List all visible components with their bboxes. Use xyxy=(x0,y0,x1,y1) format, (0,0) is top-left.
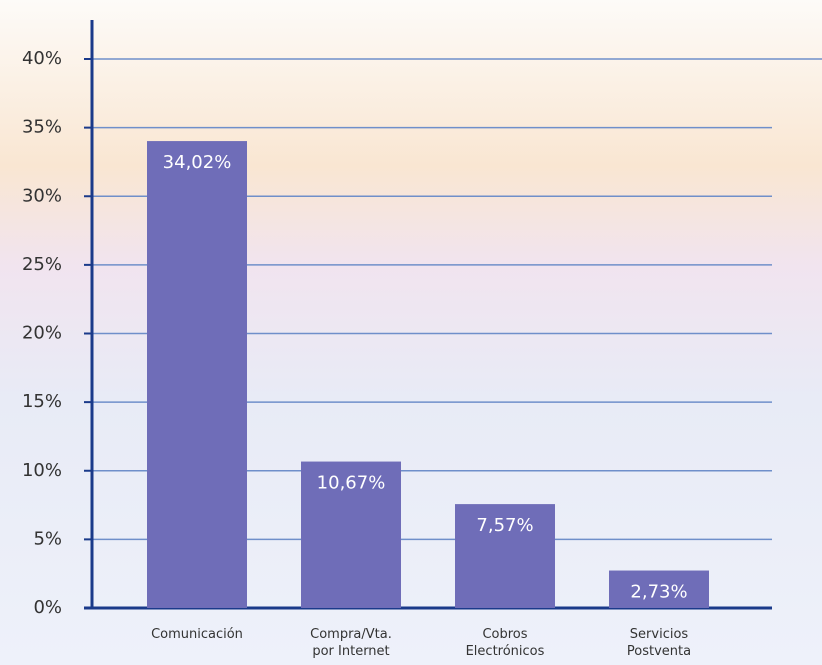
bar xyxy=(455,504,555,608)
y-tick-label: 25% xyxy=(22,254,62,275)
data-label: 34,02% xyxy=(163,152,232,173)
bar xyxy=(609,570,709,608)
bar xyxy=(147,141,247,608)
y-tick-label: 30% xyxy=(22,185,62,206)
y-tick-label: 0% xyxy=(33,597,62,618)
y-tick-label: 15% xyxy=(22,391,62,412)
x-tick-label: Servicios Postventa xyxy=(626,627,692,659)
x-tick-label: Cobros Electrónicos xyxy=(465,627,545,659)
y-tick-label: 20% xyxy=(22,323,62,344)
bar xyxy=(301,461,401,608)
data-label: 10,67% xyxy=(317,473,386,494)
data-label: 7,57% xyxy=(476,515,533,536)
y-tick-label: 10% xyxy=(22,460,62,481)
y-tick-label: 5% xyxy=(33,528,62,549)
y-tick-label: 40% xyxy=(22,48,62,69)
x-tick-label: Comunicación xyxy=(151,627,243,642)
x-tick-label: Compra/Vta. por Internet xyxy=(310,627,392,659)
y-tick-label: 35% xyxy=(22,117,62,138)
data-label: 2,73% xyxy=(630,582,687,603)
